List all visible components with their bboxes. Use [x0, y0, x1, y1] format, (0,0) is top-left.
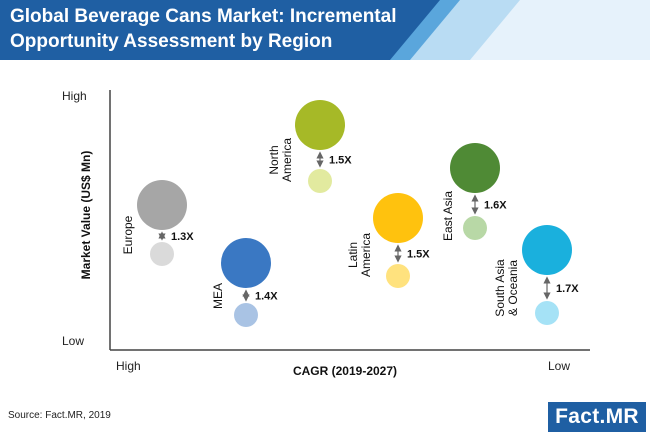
region-label-line-mea-1: MEA	[211, 283, 225, 309]
bubble-europe-market-value	[137, 180, 187, 230]
region-label-line-south-asia-oceania-2: & Oceania	[506, 260, 520, 316]
region-label-europe: Europe	[121, 215, 135, 254]
growth-label-mea: 1.4X	[255, 291, 278, 303]
region-mea: 1.4X MEA	[211, 238, 278, 327]
chart-title-line-1: Global Beverage Cans Market: Incremental	[10, 6, 397, 27]
bubble-north-america-market-value	[295, 100, 345, 150]
x-axis-title: CAGR (2019-2027)	[293, 364, 397, 378]
region-label-east-asia: East Asia	[441, 191, 455, 241]
region-label-north-america: NorthAmerica	[267, 138, 294, 182]
region-east-asia: 1.6X East Asia	[441, 143, 507, 241]
banner-background	[0, 0, 650, 60]
logo-text-mr: MR	[605, 405, 639, 428]
region-label-mea: MEA	[211, 283, 225, 309]
region-label-latin-america: LatinAmerica	[346, 233, 373, 277]
region-south-asia-oceania: 1.7X South Asia& Oceania	[493, 225, 579, 325]
growth-label-latin-america: 1.5X	[407, 249, 430, 261]
x-tick-label-low: Low	[548, 359, 570, 373]
bubble-south-asia-oceania-base	[535, 301, 559, 325]
region-europe: 1.3X Europe	[121, 180, 194, 266]
x-tick-label-high: High	[116, 359, 141, 373]
factmr-logo: Fact.MR	[548, 402, 646, 432]
bubble-latin-america-base	[386, 264, 410, 288]
y-tick-label-high: High	[62, 89, 87, 103]
region-label-line-south-asia-oceania-1: South Asia	[493, 259, 507, 317]
title-banner: Global Beverage Cans Market: Incremental…	[0, 0, 650, 60]
growth-label-europe: 1.3X	[171, 231, 194, 243]
growth-label-south-asia-oceania: 1.7X	[556, 283, 579, 295]
bubble-chart: High Low High Low CAGR (2019-2027) Market Val…	[62, 89, 590, 378]
bubble-east-asia-market-value	[450, 143, 500, 193]
bubble-mea-base	[234, 303, 258, 327]
region-label-line-latin-america-1: Latin	[346, 242, 360, 268]
source-note: Source: Fact.MR, 2019	[8, 410, 111, 421]
region-label-line-east-asia-1: East Asia	[441, 191, 455, 241]
y-tick-label-low: Low	[62, 334, 84, 348]
bubble-latin-america-market-value	[373, 193, 423, 243]
region-label-line-north-america-2: America	[280, 138, 294, 182]
region-label-line-latin-america-2: America	[359, 233, 373, 277]
y-axis-title: Market Value (US$ Mn)	[79, 151, 93, 280]
chart-title: Global Beverage Cans Market: Incremental…	[10, 4, 396, 54]
growth-label-east-asia: 1.6X	[484, 200, 507, 212]
region-latin-america: 1.5X LatinAmerica	[346, 193, 430, 288]
bubble-mea-market-value	[221, 238, 271, 288]
region-label-south-asia-oceania: South Asia& Oceania	[493, 259, 520, 317]
growth-label-north-america: 1.5X	[329, 155, 352, 167]
bubble-east-asia-base	[463, 216, 487, 240]
region-north-america: 1.5X NorthAmerica	[267, 100, 352, 193]
chart-title-line-2: Opportunity Assessment by Region	[10, 31, 333, 52]
bubble-south-asia-oceania-market-value	[522, 225, 572, 275]
logo-text-fact: Fact.	[555, 405, 606, 428]
region-label-line-europe-1: Europe	[121, 215, 135, 254]
region-label-line-north-america-1: North	[267, 145, 281, 174]
bubble-north-america-base	[308, 169, 332, 193]
bubble-europe-base	[150, 242, 174, 266]
